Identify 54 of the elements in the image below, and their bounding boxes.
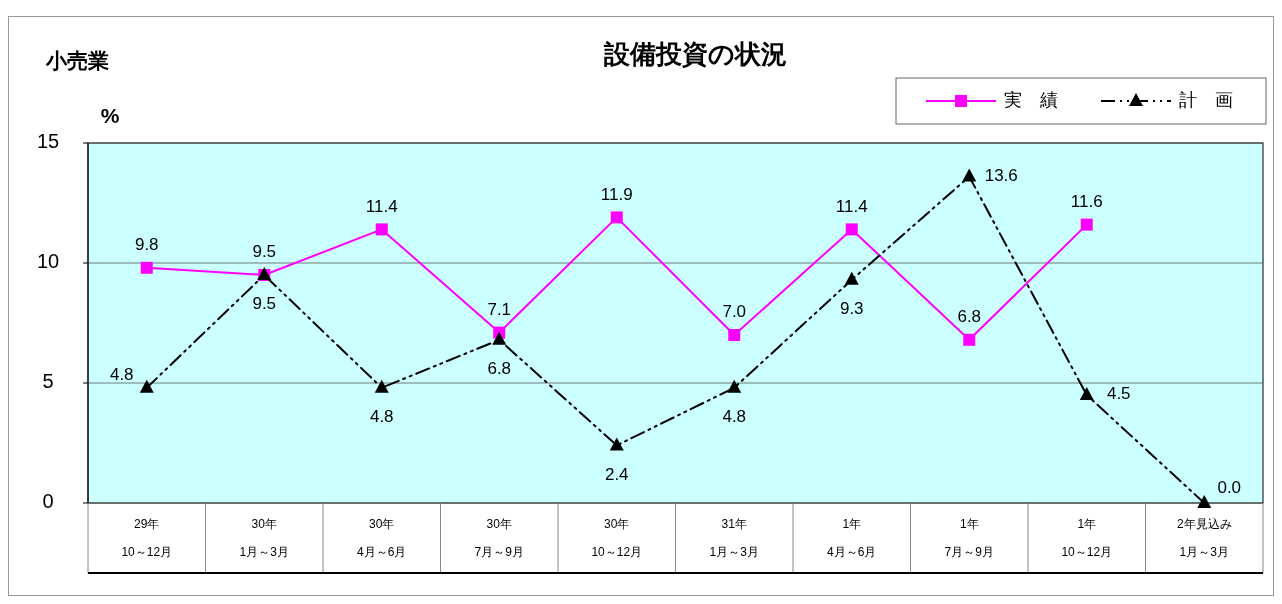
x-tick-label: 31年 1月～3月 [709, 517, 759, 559]
data-label: 6.8 [957, 307, 982, 327]
legend-label: 計 画 [1179, 89, 1233, 110]
data-label: 4.8 [109, 365, 134, 385]
point [374, 379, 389, 393]
x-tick-label: 29年 10～12月 [121, 517, 173, 559]
x-tick-label: 1年 10～12月 [1061, 517, 1113, 559]
data-label: 9.8 [134, 235, 159, 255]
point [728, 329, 741, 341]
data-label: 11.9 [600, 184, 633, 204]
data-label: 7.1 [487, 300, 512, 320]
data-label: 9.3 [839, 299, 864, 319]
point [375, 223, 388, 236]
data-label: 9.5 [252, 294, 277, 314]
point [845, 223, 858, 236]
data-label: 11.6 [1070, 192, 1103, 212]
data-label: 2.4 [604, 464, 629, 484]
x-tick-label: 30年 10～12月 [591, 517, 643, 559]
point [140, 261, 153, 274]
y-tick-label: 15 [36, 130, 60, 153]
data-label: 4.5 [1106, 384, 1131, 404]
data-label: 11.4 [835, 196, 868, 216]
point [1079, 387, 1094, 400]
data-label: 7.0 [722, 302, 747, 322]
point [1197, 495, 1212, 508]
x-tick-label: 30年 1月～3月 [239, 517, 289, 559]
point [963, 333, 976, 346]
data-label: 11.4 [365, 196, 398, 216]
y-tick-label: 0 [42, 490, 54, 513]
data-label: 4.8 [369, 407, 394, 427]
x-tick-label: 30年 4月～6月 [357, 517, 407, 559]
x-tick-label: 1年 7月～9月 [944, 517, 994, 559]
point [844, 271, 859, 285]
point [727, 379, 742, 393]
x-tick-label: 30年 7月～9月 [474, 517, 524, 559]
data-label: 9.5 [252, 242, 277, 262]
chart-subtitle: 小売業 [45, 49, 109, 72]
y-axis-title: % [100, 104, 120, 127]
point [962, 168, 977, 182]
point [492, 331, 507, 345]
data-label: 13.6 [984, 166, 1018, 186]
x-tick-label: 2年見込み 1月～3月 [1176, 517, 1232, 559]
y-tick-label: 10 [36, 250, 60, 273]
y-tick-label: 5 [42, 370, 54, 393]
point [139, 379, 154, 393]
x-tick-label: 1年 4月～6月 [827, 517, 877, 559]
point [609, 437, 624, 451]
legend-label: 実 績 [1004, 89, 1058, 110]
data-label: 0.0 [1217, 478, 1242, 498]
data-label: 4.8 [722, 407, 747, 427]
chart-title: 設備投資の状況 [603, 39, 787, 69]
data-label: 6.8 [487, 359, 512, 379]
point [1080, 218, 1093, 231]
point [610, 211, 623, 224]
